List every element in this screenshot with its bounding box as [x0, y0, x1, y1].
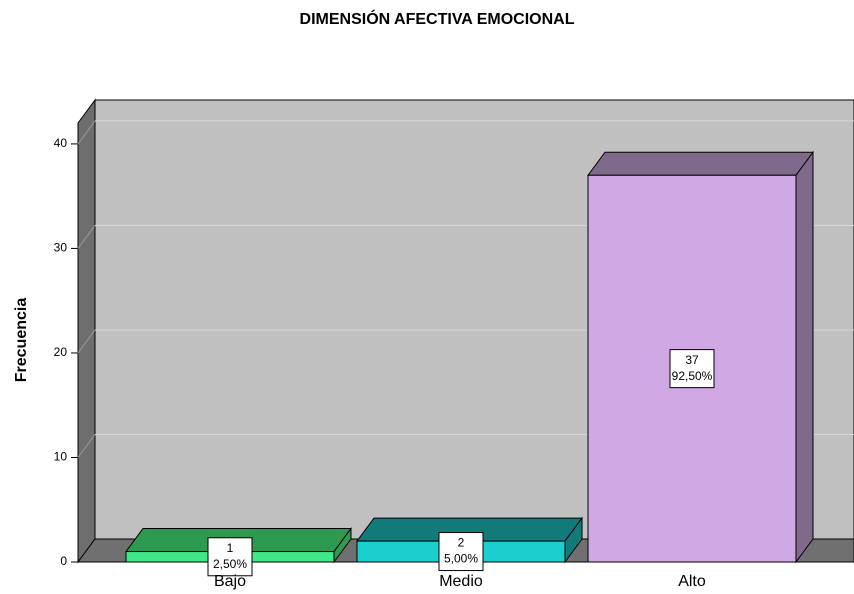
y-axis-label: Frecuencia: [13, 298, 30, 383]
left-wall: [77, 98, 96, 564]
grid-line: [77, 434, 96, 458]
y-tick-label: 30: [54, 241, 68, 255]
data-label: 37: [685, 353, 699, 367]
grid-line: [77, 120, 96, 145]
bar-front: [587, 174, 797, 563]
y-tick-label: 40: [54, 136, 68, 150]
chart-title: DIMENSIÓN AFECTIVA EMOCIONAL: [300, 9, 575, 28]
percent-label: 5,00%: [444, 552, 478, 566]
y-tick-label: 10: [54, 450, 68, 464]
data-label-box: [207, 537, 253, 577]
x-tick-label: Bajo: [214, 573, 246, 590]
data-label-box: [669, 349, 715, 389]
grid-line: [77, 329, 96, 354]
grid-line: [77, 225, 96, 249]
y-tick-label: 0: [60, 554, 67, 568]
data-label: 1: [227, 541, 234, 555]
y-tick-label: 20: [54, 345, 68, 359]
x-tick-label: Alto: [678, 573, 706, 590]
bar-side: [795, 150, 814, 564]
percent-label: 2,50%: [213, 557, 247, 571]
data-label: 2: [458, 536, 465, 550]
x-tick-label: Medio: [439, 573, 483, 590]
data-label-box: [438, 532, 484, 572]
bar-top: [587, 151, 814, 176]
bar: [587, 150, 814, 564]
percent-label: 92,50%: [672, 369, 713, 383]
